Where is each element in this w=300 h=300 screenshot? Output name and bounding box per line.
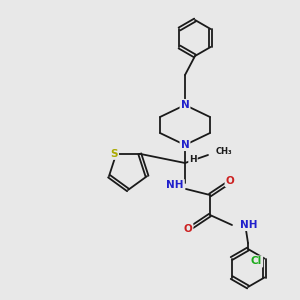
Text: CH₃: CH₃ — [216, 148, 232, 157]
Text: NH: NH — [240, 220, 257, 230]
Text: NH: NH — [166, 180, 184, 190]
Text: H: H — [189, 154, 197, 164]
Text: O: O — [184, 224, 192, 234]
Text: S: S — [110, 149, 118, 159]
Text: N: N — [181, 140, 189, 150]
Text: Cl: Cl — [251, 256, 262, 266]
Text: N: N — [181, 100, 189, 110]
Text: O: O — [226, 176, 234, 186]
